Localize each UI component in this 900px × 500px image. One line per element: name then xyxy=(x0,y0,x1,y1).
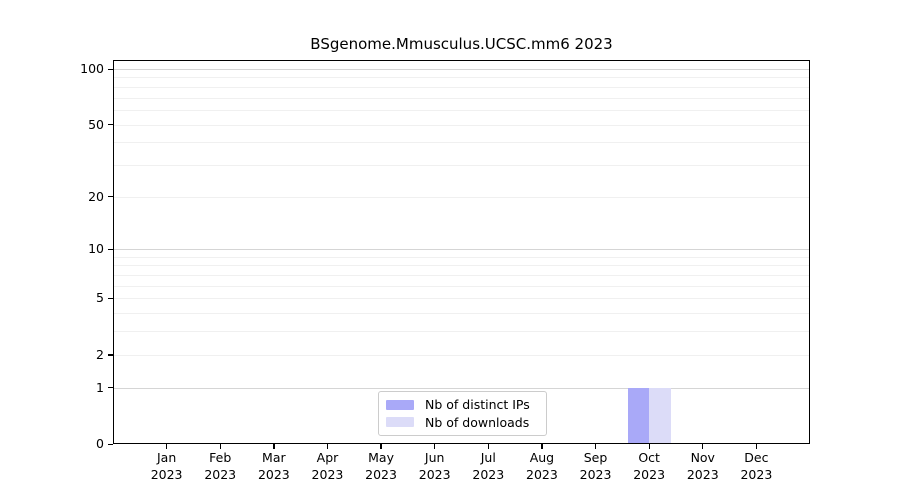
x-tick-year: 2023 xyxy=(418,466,451,482)
x-tick-year: 2023 xyxy=(150,466,183,482)
x-tick-label-feb: Feb 2023 xyxy=(204,450,236,483)
x-tick-sep xyxy=(594,444,597,449)
y-tick-100 xyxy=(108,68,113,70)
x-tick-label-sep: Sep 2023 xyxy=(580,450,612,483)
gridline-minor-2 xyxy=(113,354,810,356)
x-tick-oct xyxy=(648,444,650,449)
gridline-minor-8 xyxy=(113,265,810,267)
y-tick-0 xyxy=(108,443,113,445)
x-tick-label-jan: Jan 2023 xyxy=(151,450,183,483)
x-tick-month: Jun xyxy=(424,450,445,465)
bar-distinct-ips-oct xyxy=(627,387,650,444)
x-tick-may xyxy=(380,444,382,449)
y-tick-label-2: 2 xyxy=(96,346,104,362)
x-tick-year: 2023 xyxy=(740,466,773,482)
x-tick-label-jun: Jun 2023 xyxy=(419,450,451,483)
x-tick-month: Mar xyxy=(262,450,286,465)
legend: Nb of distinct IPs Nb of downloads xyxy=(378,391,547,436)
x-tick-month: Jul xyxy=(480,450,496,465)
x-tick-month: Dec xyxy=(744,450,769,465)
x-tick-mar xyxy=(273,444,275,449)
bar-downloads-oct xyxy=(649,387,671,444)
y-tick-10 xyxy=(108,248,113,250)
gridline-minor-90 xyxy=(113,77,810,79)
x-tick-month: Oct xyxy=(638,450,660,465)
x-tick-year: 2023 xyxy=(686,466,719,482)
gridline-major-100 xyxy=(113,69,810,70)
x-tick-label-apr: Apr 2023 xyxy=(312,450,344,483)
gridline-minor-20 xyxy=(113,196,810,198)
plot-area xyxy=(113,60,810,444)
x-tick-nov xyxy=(702,444,704,449)
legend-swatch-distinct-ips xyxy=(386,399,414,410)
y-tick-label-10: 10 xyxy=(88,241,104,257)
x-tick-jun xyxy=(434,444,436,449)
gridline-minor-9 xyxy=(113,256,810,258)
x-tick-month: Jan xyxy=(156,450,177,465)
legend-label-downloads: Nb of downloads xyxy=(425,414,530,430)
y-tick-2 xyxy=(108,354,113,356)
x-tick-jul xyxy=(487,444,489,449)
x-tick-label-mar: Mar 2023 xyxy=(258,450,290,483)
x-tick-month: Apr xyxy=(316,450,339,465)
gridline-minor-3 xyxy=(113,331,810,333)
y-tick-label-50: 50 xyxy=(88,116,104,132)
gridline-minor-40 xyxy=(113,142,810,144)
x-tick-aug xyxy=(541,444,543,449)
legend-item-distinct-ips: Nb of distinct IPs xyxy=(386,397,539,412)
gridline-minor-4 xyxy=(113,313,810,315)
y-tick-label-1: 1 xyxy=(96,379,104,395)
gridline-minor-70 xyxy=(113,97,810,99)
gridline-minor-5 xyxy=(113,298,810,300)
legend-label-distinct-ips: Nb of distinct IPs xyxy=(425,397,530,413)
x-tick-label-aug: Aug 2023 xyxy=(526,450,558,483)
y-tick-20 xyxy=(108,196,113,198)
y-tick-label-100: 100 xyxy=(80,61,104,76)
gridline-minor-30 xyxy=(113,164,810,166)
x-tick-month: Nov xyxy=(690,450,715,465)
gridline-minor-60 xyxy=(113,109,810,111)
gridline-minor-50 xyxy=(113,124,810,126)
y-tick-label-5: 5 xyxy=(96,290,104,306)
x-tick-month: Aug xyxy=(529,450,555,465)
y-tick-1 xyxy=(108,387,113,389)
gridline-minor-80 xyxy=(113,86,810,88)
x-tick-year: 2023 xyxy=(311,466,344,482)
x-tick-month: Feb xyxy=(209,450,232,465)
legend-item-downloads: Nb of downloads xyxy=(386,415,539,430)
x-tick-label-nov: Nov 2023 xyxy=(687,450,719,483)
y-tick-5 xyxy=(108,297,113,300)
gridline-major-10 xyxy=(113,249,810,251)
chart-title: BSgenome.Mmusculus.UCSC.mm6 2023 xyxy=(310,35,613,53)
x-tick-year: 2023 xyxy=(579,466,612,482)
y-tick-label-20: 20 xyxy=(88,188,104,204)
x-tick-feb xyxy=(219,444,221,449)
x-tick-jan xyxy=(166,444,168,449)
x-tick-label-oct: Oct 2023 xyxy=(633,450,665,483)
x-tick-dec xyxy=(755,444,758,449)
x-tick-apr xyxy=(326,444,329,449)
gridline-minor-7 xyxy=(113,275,810,277)
x-tick-month: May xyxy=(368,450,394,465)
gridline-major-1 xyxy=(113,387,810,389)
x-tick-label-may: May 2023 xyxy=(365,450,397,483)
legend-swatch-downloads xyxy=(386,417,414,428)
x-tick-year: 2023 xyxy=(257,466,290,482)
x-tick-year: 2023 xyxy=(633,466,666,482)
x-tick-label-jul: Jul 2023 xyxy=(472,450,504,483)
x-tick-label-dec: Dec 2023 xyxy=(740,450,772,483)
y-tick-50 xyxy=(108,124,113,126)
x-tick-year: 2023 xyxy=(204,466,237,482)
gridline-minor-6 xyxy=(113,285,810,287)
x-tick-year: 2023 xyxy=(365,466,397,482)
y-tick-label-0: 0 xyxy=(96,436,104,451)
x-tick-year: 2023 xyxy=(526,466,558,482)
x-tick-year: 2023 xyxy=(472,466,505,482)
x-tick-month: Sep xyxy=(583,450,608,465)
